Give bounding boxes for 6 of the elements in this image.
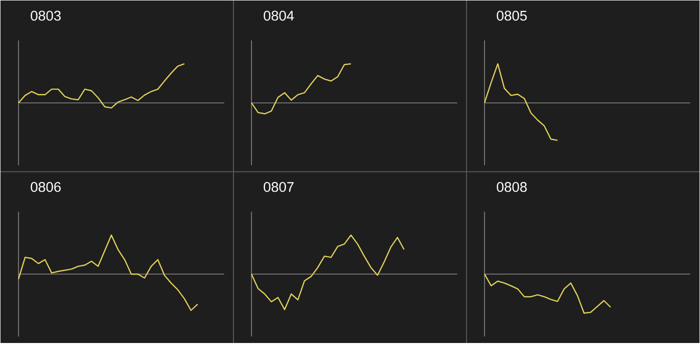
chart-title: 0806 — [30, 182, 61, 192]
chart-title: 0804 — [264, 11, 294, 21]
chart-title: 0803 — [30, 11, 61, 21]
chart-title: 0807 — [264, 182, 294, 192]
chart-title: 0808 — [496, 182, 527, 192]
chart-title: 0805 — [496, 11, 527, 21]
